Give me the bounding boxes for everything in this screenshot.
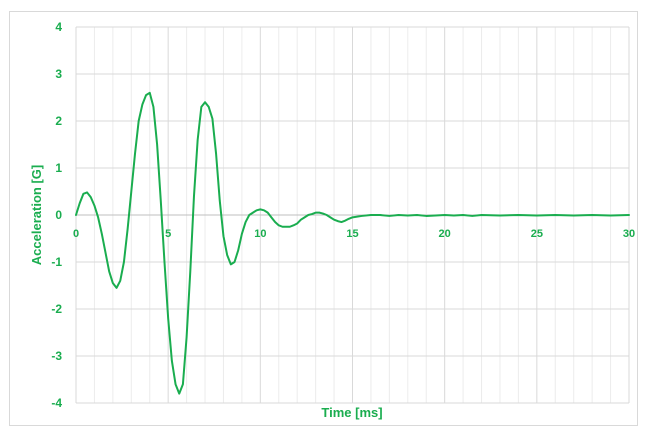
y-tick-label: -3 — [51, 349, 62, 363]
x-tick-label: 5 — [165, 228, 171, 240]
y-tick-label: -2 — [51, 302, 62, 316]
series-layer — [75, 91, 630, 395]
x-tick-label: 25 — [531, 228, 543, 240]
x-tick-label: 10 — [254, 228, 266, 240]
y-tick-label: 4 — [55, 20, 62, 34]
x-tick-label: 30 — [623, 228, 635, 240]
y-tick-label: 2 — [55, 114, 62, 128]
x-tick-label: 15 — [346, 228, 358, 240]
y-tick-label: 0 — [55, 208, 62, 222]
chart-border — [9, 11, 638, 426]
y-tick-label: 1 — [55, 161, 62, 175]
y-tick-label: -1 — [51, 255, 62, 269]
series-line — [75, 91, 630, 395]
y-tick-label: -4 — [51, 396, 62, 410]
y-axis-title: Acceleration [G] — [29, 165, 44, 265]
x-tick-label: 20 — [439, 228, 451, 240]
x-tick-label: 0 — [73, 228, 79, 240]
y-tick-label: 3 — [55, 67, 62, 81]
x-axis-title: Time [ms] — [321, 405, 382, 420]
